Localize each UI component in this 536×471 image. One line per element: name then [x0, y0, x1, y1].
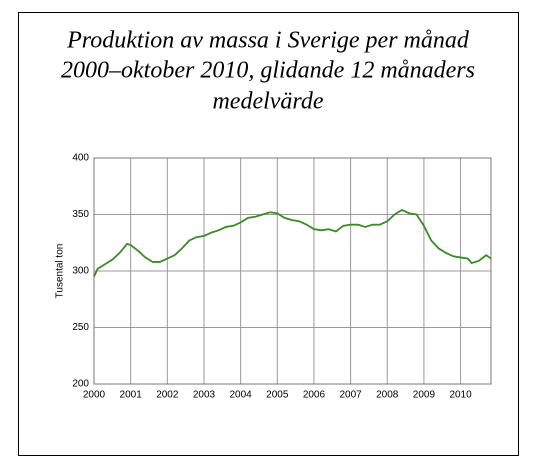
x-tick-label: 2001 — [120, 390, 143, 401]
y-tick-label: 400 — [72, 153, 89, 164]
y-tick-label: 200 — [72, 379, 89, 390]
x-tick-label: 2000 — [83, 390, 106, 401]
x-tick-label: 2009 — [413, 390, 436, 401]
x-tick-label: 2008 — [376, 390, 399, 401]
x-tick-label: 2010 — [449, 390, 472, 401]
x-tick-label: 2003 — [193, 390, 216, 401]
chart-title: medelvärde — [212, 89, 323, 115]
x-tick-label: 2002 — [156, 390, 179, 401]
y-tick-label: 350 — [72, 209, 89, 220]
chart-title: 2000–oktober 2010, glidande 12 månaders — [61, 58, 475, 84]
y-axis-label: Tusental ton — [55, 244, 66, 299]
frame — [18, 12, 519, 456]
chart-title: Produktion av massa i Sverige per månad — [66, 28, 470, 54]
x-tick-label: 2007 — [339, 390, 362, 401]
line — [93, 208, 492, 278]
y-tick-label: 300 — [72, 266, 89, 277]
y-tick-label: 250 — [72, 322, 89, 333]
x-tick-label: 2005 — [266, 390, 289, 401]
x-tick-label: 2004 — [230, 390, 253, 401]
x-tick-label: 2006 — [303, 390, 326, 401]
plot-border — [93, 157, 492, 385]
